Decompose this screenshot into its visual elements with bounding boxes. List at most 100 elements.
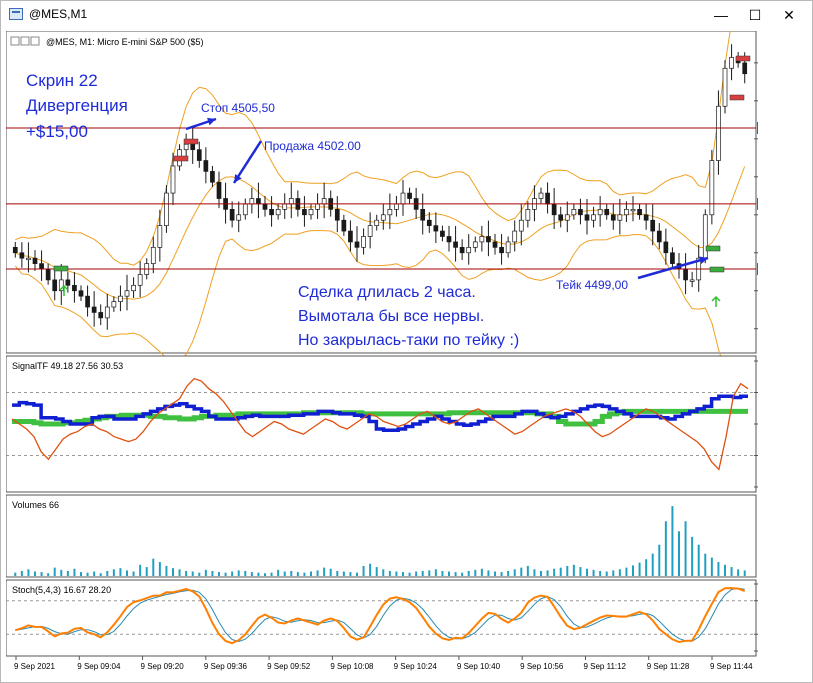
candle-body <box>118 295 123 302</box>
candle-body <box>702 214 708 259</box>
upper-band <box>15 0 737 266</box>
middle-band <box>15 166 746 300</box>
candle-body <box>709 160 715 216</box>
stochastic-label: Stoch(5,4,3) 16.67 28.20 <box>12 585 111 595</box>
pane-toolbar-icon[interactable] <box>10 36 20 46</box>
trade-marker <box>735 55 751 62</box>
pane-toolbar-icon[interactable] <box>30 36 40 46</box>
signaltf-pane[interactable]: SignalTF 49.18 27.56 30.53 100.0075.0050… <box>5 355 787 493</box>
candle-body <box>453 241 458 248</box>
volumes-pane[interactable]: Volumes 66 1342066 <box>5 494 780 582</box>
candle-body <box>643 214 649 221</box>
candle-body <box>604 209 610 216</box>
candle-body <box>32 257 38 264</box>
candle-body <box>722 67 728 107</box>
candle-body <box>275 209 281 216</box>
candle-body <box>157 225 163 248</box>
trade-marker <box>173 155 189 162</box>
candle-body <box>492 241 498 248</box>
candle-body <box>249 198 255 205</box>
candle-body <box>426 219 432 226</box>
time-tick-label: 9 Sep 09:52 <box>267 662 311 671</box>
candle-body <box>256 198 261 205</box>
candle-body <box>742 62 748 75</box>
candle-body <box>210 171 215 183</box>
candle-body <box>361 236 366 248</box>
candle-body <box>446 236 452 243</box>
maximize-button[interactable]: ☐ <box>748 7 762 23</box>
signaltf-red-line <box>11 377 749 471</box>
price-pane[interactable]: @MES, M1: Micro E-mini S&P 500 ($5) 4508… <box>5 0 795 386</box>
candle-body <box>341 219 347 232</box>
candle-body <box>150 246 156 264</box>
annotation-note-line: Сделка длилась 2 часа. <box>298 284 476 301</box>
time-tick-label: 9 Sep 10:08 <box>330 662 374 671</box>
trade-marker <box>53 265 69 272</box>
candle-body <box>433 225 439 232</box>
candle-body <box>597 209 603 216</box>
candle-body <box>374 219 380 226</box>
candle-body <box>78 290 84 297</box>
candle-body <box>387 209 393 216</box>
bollinger-bands <box>14 0 746 381</box>
candle-body <box>610 214 616 221</box>
candle-body <box>551 203 557 216</box>
candle-body <box>111 301 117 308</box>
annotation-title-line: Дивергенция <box>26 96 128 115</box>
candle-body <box>288 198 294 205</box>
candle-body <box>242 203 248 216</box>
close-button[interactable]: ✕ <box>783 7 795 23</box>
volumes-label: Volumes 66 <box>12 500 59 510</box>
time-tick-label: 9 Sep 10:56 <box>520 662 564 671</box>
chart-window-icon <box>9 8 23 20</box>
candle-body <box>334 209 340 221</box>
pane-toolbar-icon[interactable] <box>20 36 30 46</box>
chart-area[interactable]: @MES, M1: Micro E-mini S&P 500 ($5) 4508… <box>5 0 795 676</box>
candle-body <box>196 149 202 161</box>
candle-body <box>131 284 136 292</box>
candle-body <box>183 143 189 151</box>
candle-body <box>12 246 18 254</box>
candle-body <box>663 241 669 254</box>
candle-body <box>170 165 176 194</box>
annotation-title-line: Скрин 22 <box>26 71 98 90</box>
candle-body <box>269 209 274 216</box>
candle-body <box>637 209 642 216</box>
candle-body <box>525 209 531 221</box>
stochastic-pane[interactable]: Stoch(5,4,3) 16.67 28.20 100.0075.0025.0… <box>5 579 787 657</box>
candle-body <box>137 274 143 286</box>
candle-body <box>380 214 386 221</box>
candle-body <box>98 312 104 319</box>
signaltf-blue-line <box>12 394 748 433</box>
candle-body <box>716 105 721 161</box>
candle-body <box>104 306 110 319</box>
candle-body <box>19 252 25 259</box>
candle-body <box>321 198 327 205</box>
candle-body <box>400 192 406 205</box>
candle-body <box>479 236 485 243</box>
candle-body <box>545 192 550 205</box>
title-bar: @MES,M1 — ☐ ✕ <box>1 1 812 29</box>
candle-body <box>558 214 564 221</box>
candle-body <box>282 203 288 210</box>
time-tick-label: 9 Sep 10:24 <box>394 662 438 671</box>
candle-body <box>571 209 577 216</box>
candle-body <box>683 268 688 281</box>
candle-body <box>58 279 64 292</box>
candle-body <box>367 225 373 237</box>
buy-marker-icon <box>711 295 721 307</box>
time-tick-label: 9 Sep 09:20 <box>141 662 185 671</box>
minimize-button[interactable]: — <box>714 7 728 23</box>
candle-body <box>302 209 307 216</box>
candle-body <box>512 230 518 243</box>
candle-body <box>578 209 583 216</box>
candle-body <box>229 209 235 221</box>
candle-body <box>72 284 77 292</box>
candle-body <box>486 236 491 243</box>
stoch-main-line <box>15 587 746 645</box>
candle-body <box>518 219 524 232</box>
candle-body <box>624 209 629 216</box>
candle-body <box>164 192 169 226</box>
take-arrow <box>637 256 709 280</box>
